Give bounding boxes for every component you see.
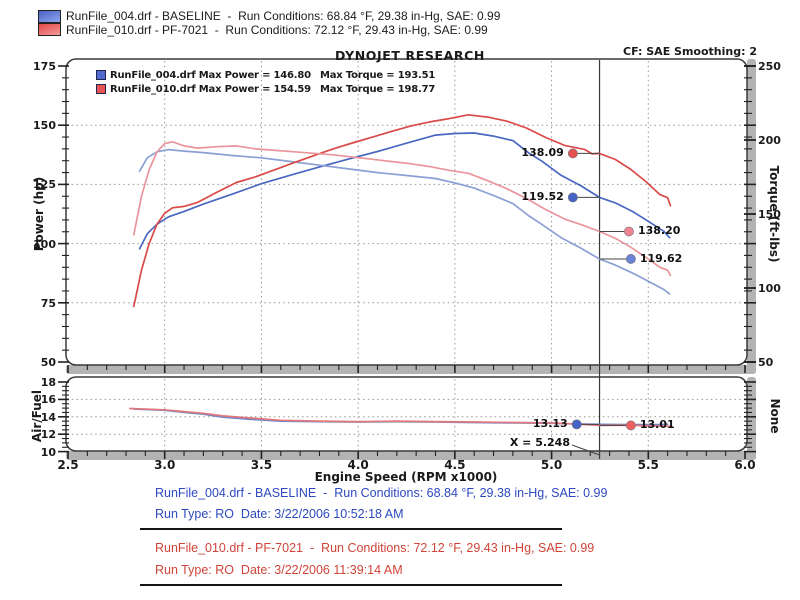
legend-run2-maxpower: RunFile_010.drf Max Power = 154.59: [110, 84, 311, 95]
curve-runfile-004-drf-torque-ft-lbs-: [138, 148, 671, 295]
rpm-tick-label: 3.5: [250, 458, 273, 472]
footer-separator-1: [140, 528, 562, 530]
torque-tick-label: 150: [758, 208, 781, 221]
run1-color-swatch: [38, 10, 61, 23]
chart-title: DYNOJET RESEARCH: [335, 48, 485, 63]
footer-run2-conditions: RunFile_010.drf - PF-7021 - Run Conditio…: [155, 541, 595, 555]
marker-value-label: 138.20: [637, 224, 681, 238]
torque-tick-label: 50: [758, 356, 774, 369]
power-tick-label: 125: [33, 178, 56, 192]
afr-chart-frame: [65, 376, 748, 452]
power-tick-label: 100: [33, 237, 56, 251]
marker-value-label: 138.09: [521, 146, 564, 160]
afr-right-axis-title: None: [768, 398, 782, 434]
marker-dot: [567, 192, 578, 203]
rpm-tick-label: 5.0: [540, 458, 563, 472]
rpm-tick-label: 2.5: [57, 458, 79, 472]
afr-tick-label: 10: [40, 445, 56, 459]
marker-value-label: 119.62: [639, 251, 683, 265]
power-tick-label: 150: [33, 119, 56, 133]
torque-tick-label: 100: [758, 282, 781, 295]
main-chart-frame: [65, 58, 748, 366]
curve-runfile-004-drf-power-hp-: [138, 132, 671, 250]
curve-runfile-010-drf-air-fuel: [129, 407, 673, 428]
marker-dot: [571, 419, 582, 430]
footer-separator-2: [140, 584, 562, 586]
marker-dot: [625, 420, 636, 431]
afr-tick-label: 14: [40, 410, 56, 424]
marker-value-label: 119.52: [521, 190, 564, 204]
run2-color-swatch: [38, 23, 61, 36]
rpm-tick-label: 6.0: [734, 458, 756, 472]
footer-run1-conditions: RunFile_004.drf - BASELINE - Run Conditi…: [155, 486, 608, 500]
curve-runfile-010-drf-power-hp-: [132, 113, 672, 308]
marker-value-label: 13.13: [532, 417, 568, 431]
x-axis-title: Engine Speed (RPM x1000): [314, 470, 498, 484]
rpm-tick-label: 4.5: [444, 458, 466, 472]
legend-run1-maxtorque: Max Torque = 193.51: [320, 70, 436, 81]
correction-smoothing-label: CF: SAE Smoothing: 2: [623, 45, 757, 58]
top-legend-run1: RunFile_004.drf - BASELINE - Run Conditi…: [66, 9, 501, 23]
marker-value-label: 13.01: [639, 418, 675, 432]
marker-dot: [567, 148, 578, 159]
main-chart-right-bevel: [747, 59, 756, 374]
legend-run2-maxtorque: Max Torque = 198.77: [320, 84, 436, 95]
legend-run2-swatch: [96, 84, 106, 94]
main-chart-bottom-bevel: [66, 365, 756, 374]
footer-run1-runtype: Run Type: RO Date: 3/22/2006 10:52:18 AM: [155, 507, 404, 521]
rpm-tick-label: 3.0: [154, 458, 176, 472]
torque-tick-label: 250: [758, 60, 781, 73]
cursor-x-label: X = 5.248: [509, 436, 570, 449]
afr-tick-label: 16: [40, 393, 56, 407]
curve-runfile-010-drf-torque-ft-lbs-: [132, 140, 672, 277]
legend-run1-swatch: [96, 70, 106, 80]
marker-dot: [624, 226, 634, 237]
power-tick-label: 75: [40, 296, 56, 310]
footer-run2-runtype: Run Type: RO Date: 3/22/2006 11:39:14 AM: [155, 563, 403, 577]
afr-chart-right-bevel: [747, 377, 756, 460]
legend-run1-maxpower: RunFile_004.drf Max Power = 146.80: [110, 70, 311, 81]
afr-tick-label: 18: [40, 376, 56, 389]
cursor-label-leader: [571, 444, 600, 456]
marker-dot: [625, 254, 636, 264]
rpm-tick-label: 5.5: [637, 458, 659, 472]
top-legend-run2: RunFile_010.drf - PF-7021 - Run Conditio…: [66, 23, 488, 37]
afr-chart-bottom-bevel: [66, 451, 756, 460]
afr-tick-label: 12: [40, 428, 56, 442]
torque-tick-label: 200: [758, 134, 781, 147]
power-tick-label: 50: [40, 356, 56, 369]
power-tick-label: 175: [33, 60, 56, 73]
rpm-tick-label: 4.0: [347, 458, 369, 472]
